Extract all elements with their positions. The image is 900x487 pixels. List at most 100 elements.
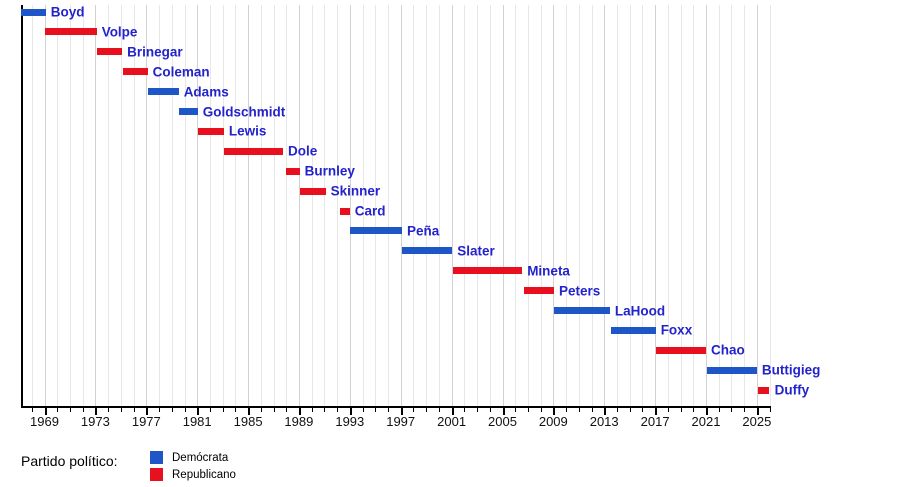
secretary-label[interactable]: Skinner bbox=[330, 183, 381, 199]
gridline bbox=[769, 5, 771, 406]
axis-tick bbox=[553, 408, 556, 415]
secretary-label[interactable]: Burnley bbox=[304, 163, 355, 179]
term-bar bbox=[21, 8, 46, 16]
axis-tick bbox=[171, 408, 173, 412]
term-bar bbox=[554, 307, 610, 314]
secretary-label[interactable]: Goldschmidt bbox=[202, 104, 286, 119]
axis-tick bbox=[680, 408, 682, 412]
gridline bbox=[693, 5, 695, 406]
secretary-label[interactable]: Lewis bbox=[228, 123, 267, 139]
secretary-label[interactable]: Peña bbox=[407, 223, 440, 239]
axis-tick-label: 2021 bbox=[691, 414, 721, 429]
secretary-label[interactable]: LaHood bbox=[614, 303, 666, 318]
axis-tick bbox=[388, 408, 389, 412]
gridline bbox=[273, 5, 275, 406]
axis-tick bbox=[209, 408, 211, 412]
y-axis-line bbox=[21, 5, 23, 406]
secretary-label[interactable]: Adams bbox=[183, 84, 229, 100]
term-bar bbox=[198, 127, 224, 135]
secretary-label[interactable]: Brinegar bbox=[127, 44, 183, 60]
secretary-label[interactable]: Duffy bbox=[774, 382, 810, 398]
axis-tick bbox=[616, 408, 618, 412]
secretary-label[interactable]: Boyd bbox=[50, 4, 85, 20]
axis-tick bbox=[515, 408, 517, 412]
axis-tick bbox=[642, 408, 644, 412]
axis-tick bbox=[718, 408, 720, 412]
gridline bbox=[197, 5, 199, 406]
term-bar bbox=[350, 227, 402, 235]
gridline bbox=[362, 5, 364, 406]
axis-tick bbox=[197, 408, 200, 415]
axis-tick bbox=[464, 408, 466, 412]
gridline bbox=[413, 5, 415, 406]
term-bar bbox=[223, 147, 283, 155]
axis-tick bbox=[578, 408, 580, 412]
gridline bbox=[744, 5, 746, 406]
secretary-label[interactable]: Slater bbox=[457, 243, 495, 259]
gridline bbox=[108, 5, 110, 406]
axis-tick bbox=[120, 408, 122, 412]
axis-tick bbox=[731, 408, 733, 412]
axis-tick bbox=[375, 408, 377, 412]
axis-tick-label: 2005 bbox=[488, 414, 517, 429]
gridline bbox=[235, 5, 237, 406]
gridline bbox=[209, 5, 211, 406]
gridline bbox=[502, 5, 504, 406]
gridline bbox=[706, 5, 707, 406]
axis-tick bbox=[502, 408, 505, 415]
secretary-label[interactable]: Chao bbox=[711, 342, 745, 358]
axis-tick bbox=[95, 408, 98, 415]
gridline bbox=[515, 5, 517, 406]
gridline bbox=[616, 5, 618, 406]
gridline bbox=[680, 5, 682, 406]
term-bar bbox=[123, 68, 148, 76]
axis-tick bbox=[133, 408, 135, 412]
axis-tick bbox=[451, 408, 454, 415]
democrat-color-swatch bbox=[150, 451, 163, 464]
secretary-label[interactable]: Mineta bbox=[527, 263, 570, 279]
secretary-label[interactable]: Coleman bbox=[152, 64, 210, 80]
legend-title: Partido político: bbox=[21, 453, 118, 469]
gridline bbox=[756, 5, 758, 406]
gridline bbox=[171, 5, 173, 406]
secretary-label[interactable]: Card bbox=[354, 203, 386, 219]
axis-tick bbox=[260, 408, 262, 412]
secretary-label[interactable]: Foxx bbox=[660, 322, 693, 338]
axis-tick bbox=[286, 408, 288, 412]
axis-tick bbox=[31, 408, 33, 412]
term-bar bbox=[656, 346, 706, 354]
axis-tick-label: 1973 bbox=[80, 414, 110, 429]
term-bar bbox=[300, 187, 326, 195]
axis-tick bbox=[235, 408, 237, 412]
axis-tick bbox=[591, 408, 593, 412]
axis-tick bbox=[426, 408, 428, 412]
axis-tick bbox=[362, 408, 364, 412]
gridline bbox=[477, 5, 478, 406]
term-bar bbox=[452, 267, 523, 275]
axis-tick bbox=[604, 408, 607, 415]
gridline bbox=[82, 5, 84, 406]
term-bar bbox=[96, 48, 123, 56]
gridline bbox=[57, 5, 59, 406]
axis-tick-label: 2017 bbox=[640, 414, 670, 429]
term-bar bbox=[285, 167, 300, 175]
secretary-label[interactable]: Volpe bbox=[101, 24, 138, 40]
secretary-label[interactable]: Dole bbox=[288, 143, 318, 159]
gridline bbox=[667, 5, 669, 406]
timeline-chart: 1969 1973 1977 1981 1985 1989 1993 1997 2001 2005… bbox=[21, 4, 821, 429]
secretary-label[interactable]: Buttigieg bbox=[761, 362, 821, 378]
gridline bbox=[349, 5, 351, 406]
axis-tick-label: 1993 bbox=[335, 414, 365, 429]
axis-tick bbox=[566, 408, 568, 412]
gridline bbox=[566, 5, 568, 406]
gridline bbox=[337, 5, 339, 406]
axis-tick bbox=[248, 408, 251, 415]
legend-item-label: Republicano bbox=[172, 469, 236, 481]
axis-tick-label: 1977 bbox=[131, 414, 161, 429]
axis-tick bbox=[82, 408, 84, 412]
axis-tick bbox=[273, 408, 275, 412]
axis-tick-label: 2025 bbox=[742, 414, 772, 429]
secretary-label[interactable]: Peters bbox=[559, 283, 601, 299]
gridline bbox=[324, 5, 326, 406]
gridline bbox=[311, 5, 313, 406]
